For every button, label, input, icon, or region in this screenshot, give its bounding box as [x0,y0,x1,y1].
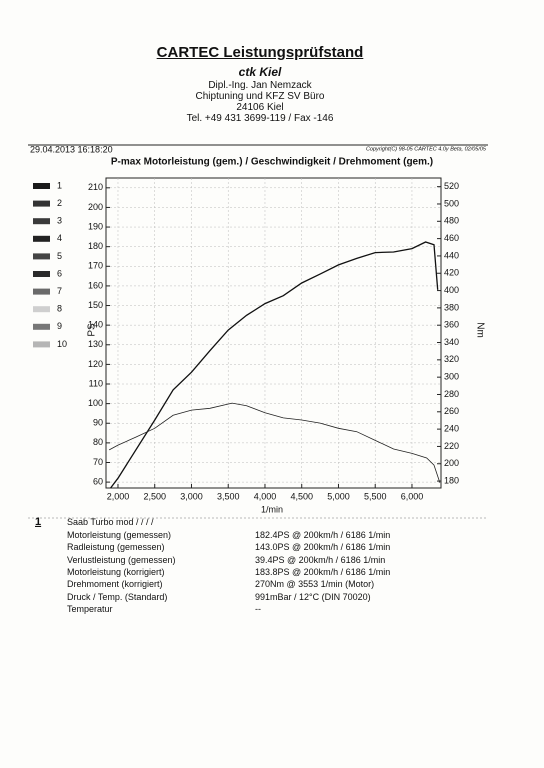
x-tick-label: 2,000 [107,491,130,501]
legend-label: 1 [57,180,62,190]
legend-label: 10 [57,339,67,349]
x-tick-label: 3,000 [180,491,203,501]
result-label: Verlustleistung (gemessen) [67,554,176,565]
chart-title: P-max Motorleistung (gem.) / Geschwindig… [111,157,433,168]
header-line: Chiptuning und KFZ SV Büro [195,91,325,102]
legend-swatch [33,306,50,313]
plot-frame [105,177,442,489]
y-tick-label: 80 [93,437,103,447]
result-value: 143.0PS @ 200km/h / 6186 1/min [255,542,391,553]
result-label: Temperatur [67,603,113,614]
y2-tick-label: 180 [444,475,459,485]
x-tick-label: 4,500 [290,491,313,501]
result-value: -- [255,603,261,614]
x-tick-label: 6,000 [401,491,424,501]
header-line: Tel. +49 431 3699-119 / Fax -146 [186,113,334,124]
y2-tick-label: 260 [444,406,459,416]
result-label: Radleistung (gemessen) [67,542,165,553]
result-label: Druck / Temp. (Standard) [67,591,168,602]
y-tick-label: 150 [88,300,103,310]
x-axis-label: 1/min [261,504,283,514]
y2-tick-label: 520 [444,181,459,191]
data-line [109,402,441,483]
y2-tick-label: 340 [444,337,459,347]
y2-tick-label: 500 [444,198,459,208]
header-line: 24106 Kiel [236,102,284,113]
y-tick-label: 70 [93,457,103,467]
result-index: 1 [35,516,41,528]
y-tick-label: 140 [88,320,103,330]
y2-tick-label: 280 [444,389,459,399]
y-tick-label: 60 [93,476,103,486]
data-line [110,241,439,489]
x-tick-label: 3,500 [217,491,240,501]
legend-swatch [33,183,50,189]
y-tick-label: 170 [88,261,103,271]
y2-tick-label: 300 [444,372,459,382]
legend-label: 8 [57,304,62,314]
result-label: Motorleistung (korrigiert) [67,566,165,577]
legend-label: 2 [57,198,62,208]
y-axis-label: PS [87,323,98,337]
y-tick-label: 160 [88,280,103,290]
result-value: 270Nm @ 3553 1/min (Motor) [255,579,375,590]
legend-swatch [33,341,50,348]
vehicle: Saab Turbo mod / / / / [67,517,154,527]
y2-axis-label: Nm [474,322,485,338]
result-value: 39.4PS @ 200km/h / 6186 1/min [255,554,386,565]
legend-label: 4 [57,233,62,243]
y2-tick-label: 400 [444,285,459,295]
header-line: Dipl.-Ing. Jan Nemzack [208,80,312,91]
legend-label: 9 [57,321,62,331]
y2-tick-label: 380 [444,302,459,312]
legend-label: 7 [57,286,62,296]
y2-tick-label: 440 [444,250,459,260]
date: 29.04.2013 16:18:20 [30,144,113,154]
y-tick-label: 130 [88,339,103,349]
y-tick-label: 190 [88,221,103,231]
y2-tick-label: 480 [444,216,459,226]
y-tick-label: 100 [88,398,103,408]
result-value: 182.4PS @ 200km/h / 6186 1/min [255,530,391,540]
title: CARTEC Leistungsprüfstand [156,44,364,61]
y-tick-label: 110 [89,378,103,388]
y2-tick-label: 420 [444,268,459,278]
legend-swatch [33,235,50,242]
legend-swatch [33,200,50,207]
result-value: 183.8PS @ 200km/h / 6186 1/min [255,566,391,577]
legend-swatch [33,218,50,225]
legend-swatch [33,271,50,277]
legend-label: 5 [57,251,62,261]
subtitle: ctk Kiel [238,65,282,79]
legend-swatch [33,253,50,260]
x-tick-label: 4,000 [254,491,277,501]
y-tick-label: 180 [88,241,103,251]
result-value: 991mBar / 12°C (DIN 70020) [255,591,371,602]
legend-label: 6 [57,268,62,278]
x-tick-label: 2,500 [143,491,166,501]
y-tick-label: 210 [88,182,103,192]
y-tick-label: 90 [93,418,103,428]
y2-tick-label: 240 [444,423,459,433]
y2-tick-label: 200 [444,458,459,468]
y-tick-label: 120 [88,359,103,369]
x-tick-label: 5,500 [364,491,387,501]
legend-swatch [33,323,50,330]
copyright: Copyright(C) 98-05 CARTEC 4.0y Beta, 02/… [366,146,487,152]
y2-tick-label: 320 [444,354,459,364]
y2-tick-label: 460 [444,233,459,243]
result-label: Motorleistung (gemessen) [67,530,172,540]
result-label: Drehmoment (korrigiert) [67,579,163,590]
y2-tick-label: 360 [444,320,459,330]
y-tick-label: 200 [88,202,103,212]
y2-tick-label: 220 [444,441,459,451]
x-tick-label: 5,000 [327,491,350,501]
legend-label: 3 [57,216,62,226]
legend-swatch [33,288,50,295]
